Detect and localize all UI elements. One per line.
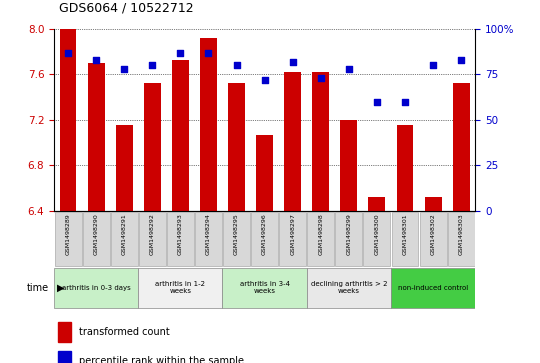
Point — [232, 62, 241, 68]
Point — [429, 62, 437, 68]
Text: GSM1498293: GSM1498293 — [178, 213, 183, 255]
Point — [288, 59, 297, 65]
Text: ▶: ▶ — [57, 283, 64, 293]
Bar — [256, 135, 273, 211]
FancyBboxPatch shape — [363, 212, 390, 266]
Point — [64, 50, 72, 56]
Text: GSM1498291: GSM1498291 — [122, 213, 127, 255]
FancyBboxPatch shape — [55, 212, 82, 266]
FancyBboxPatch shape — [139, 212, 166, 266]
Bar — [116, 126, 133, 211]
Text: GSM1498292: GSM1498292 — [150, 213, 155, 255]
FancyBboxPatch shape — [223, 212, 250, 266]
Bar — [58, 351, 71, 363]
Text: GSM1498298: GSM1498298 — [318, 213, 323, 255]
FancyBboxPatch shape — [251, 212, 278, 266]
Text: GSM1498297: GSM1498297 — [290, 213, 295, 255]
FancyBboxPatch shape — [195, 212, 222, 266]
FancyBboxPatch shape — [335, 212, 362, 266]
FancyBboxPatch shape — [111, 212, 138, 266]
FancyBboxPatch shape — [307, 212, 334, 266]
Text: time: time — [26, 283, 49, 293]
FancyBboxPatch shape — [391, 268, 475, 308]
Bar — [312, 72, 329, 211]
FancyBboxPatch shape — [138, 268, 222, 308]
Bar — [59, 29, 77, 211]
FancyBboxPatch shape — [392, 212, 418, 266]
Bar — [340, 120, 357, 211]
Point — [373, 99, 381, 105]
Text: non-induced control: non-induced control — [398, 285, 468, 291]
Point — [92, 57, 100, 63]
Point — [345, 66, 353, 72]
Text: GSM1498295: GSM1498295 — [234, 213, 239, 255]
Text: percentile rank within the sample: percentile rank within the sample — [79, 356, 244, 363]
FancyBboxPatch shape — [222, 268, 307, 308]
Text: GSM1498301: GSM1498301 — [402, 213, 408, 255]
Bar — [284, 72, 301, 211]
Text: GSM1498302: GSM1498302 — [430, 213, 436, 255]
FancyBboxPatch shape — [420, 212, 447, 266]
Text: GSM1498294: GSM1498294 — [206, 213, 211, 255]
Text: GSM1498290: GSM1498290 — [93, 213, 99, 255]
Bar — [87, 63, 105, 211]
Point — [120, 66, 129, 72]
Point — [204, 50, 213, 56]
Text: GSM1498303: GSM1498303 — [458, 213, 464, 255]
Bar — [144, 83, 161, 211]
Point — [401, 99, 409, 105]
Bar — [228, 83, 245, 211]
Bar — [368, 197, 386, 211]
Text: GSM1498289: GSM1498289 — [65, 213, 71, 255]
Point — [148, 62, 157, 68]
Bar — [172, 60, 189, 211]
FancyBboxPatch shape — [167, 212, 194, 266]
FancyBboxPatch shape — [279, 212, 306, 266]
FancyBboxPatch shape — [448, 212, 475, 266]
Text: GSM1498300: GSM1498300 — [374, 213, 380, 255]
Point — [316, 75, 325, 81]
Bar — [200, 38, 217, 211]
Text: declining arthritis > 2
weeks: declining arthritis > 2 weeks — [310, 281, 387, 294]
Text: transformed count: transformed count — [79, 327, 170, 337]
Point — [176, 50, 185, 56]
Point — [457, 57, 465, 63]
Point — [260, 77, 269, 83]
Text: GSM1498299: GSM1498299 — [346, 213, 352, 255]
Text: GSM1498296: GSM1498296 — [262, 213, 267, 255]
Bar — [58, 322, 71, 342]
FancyBboxPatch shape — [83, 212, 110, 266]
Text: GDS6064 / 10522712: GDS6064 / 10522712 — [59, 1, 194, 15]
Text: arthritis in 0-3 days: arthritis in 0-3 days — [62, 285, 131, 291]
Bar — [453, 83, 470, 211]
Text: arthritis in 3-4
weeks: arthritis in 3-4 weeks — [240, 281, 289, 294]
FancyBboxPatch shape — [307, 268, 391, 308]
Bar — [396, 126, 414, 211]
Text: arthritis in 1-2
weeks: arthritis in 1-2 weeks — [156, 281, 205, 294]
FancyBboxPatch shape — [54, 268, 138, 308]
Bar — [424, 197, 442, 211]
